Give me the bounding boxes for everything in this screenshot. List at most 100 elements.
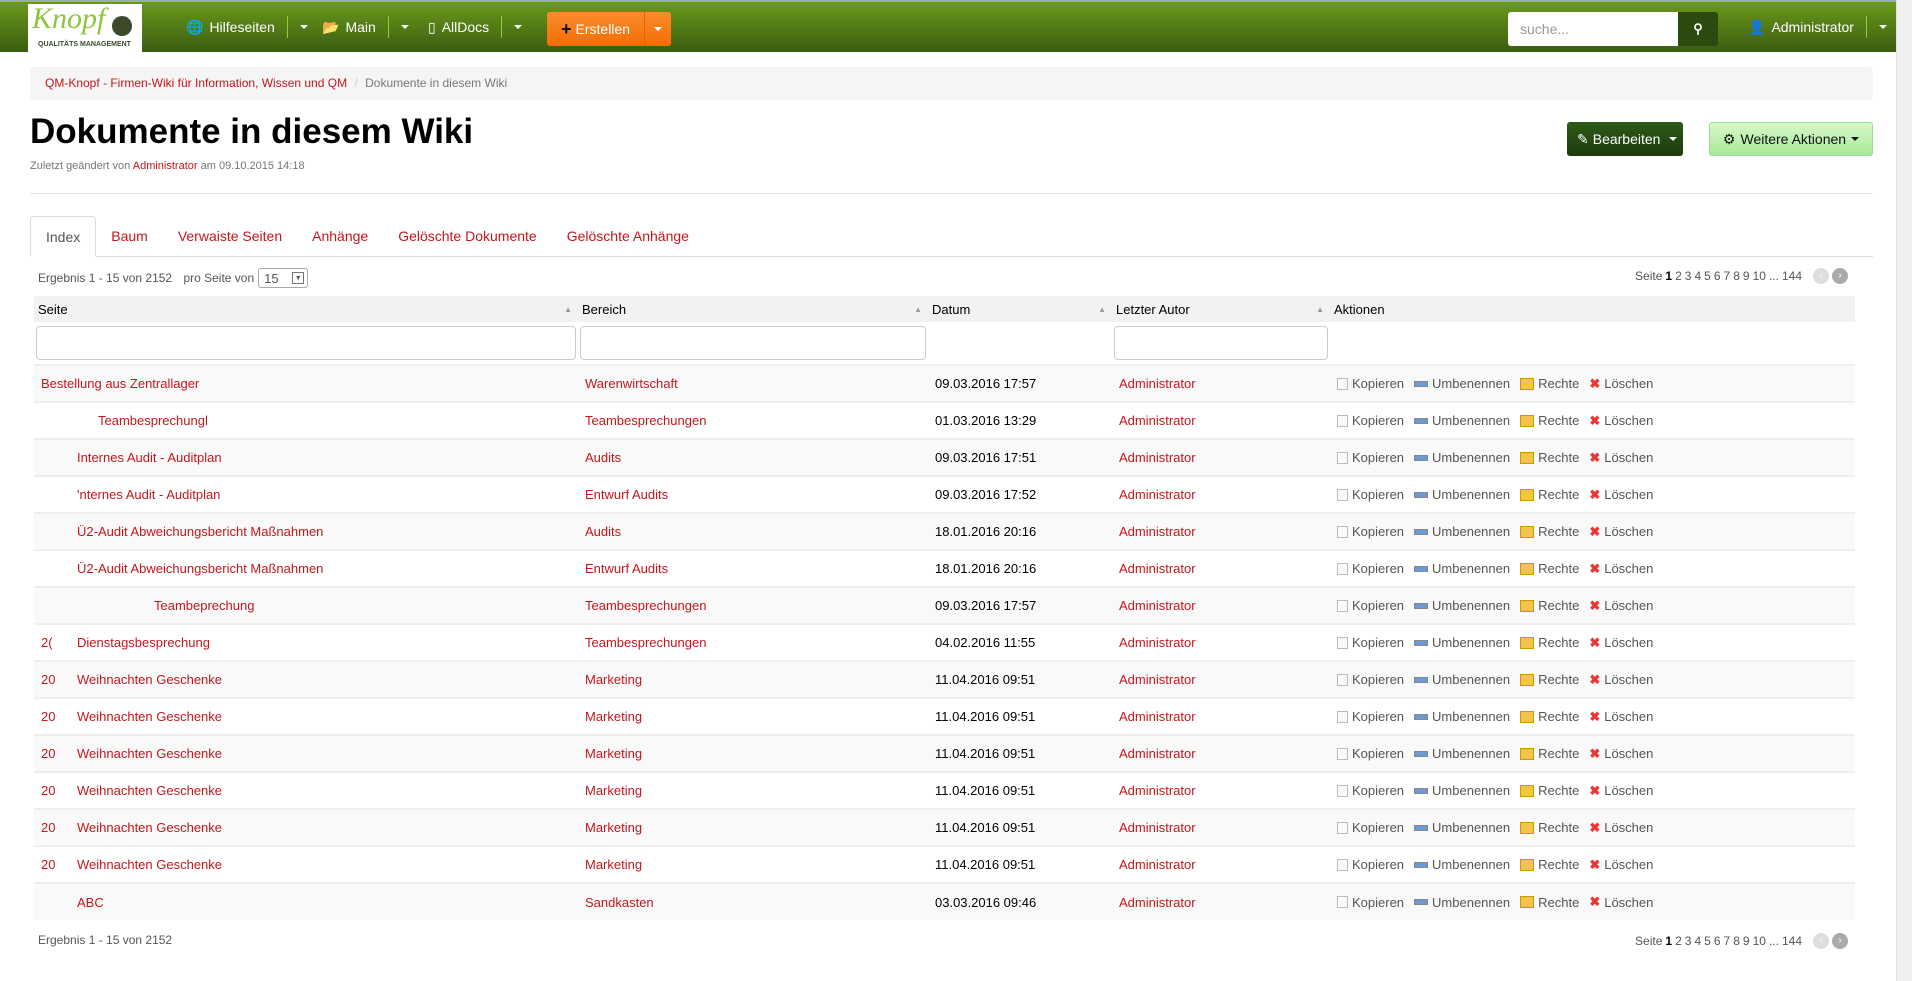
delete-action[interactable]: ✖ Löschen (1589, 894, 1654, 910)
next-page-icon[interactable]: › (1832, 933, 1848, 949)
page-link[interactable]: Weihnachten Geschenke (77, 709, 223, 724)
column-datum[interactable]: Datum ▲ (928, 296, 1112, 322)
page-link[interactable]: 10 (1752, 269, 1766, 283)
author-link[interactable]: Administrator (1119, 635, 1196, 650)
author-link[interactable]: Administrator (1119, 783, 1196, 798)
author-link[interactable]: Administrator (1119, 413, 1196, 428)
copy-action[interactable]: Kopieren (1337, 820, 1404, 835)
space-link[interactable]: Marketing (585, 672, 643, 687)
tab-verwaiste-seiten[interactable]: Verwaiste Seiten (177, 228, 283, 244)
delete-action[interactable]: ✖ Löschen (1589, 782, 1654, 799)
create-button[interactable]: + Erstellen (547, 12, 671, 46)
delete-action[interactable]: ✖ Löschen (1589, 634, 1654, 651)
delete-action[interactable]: ✖ Löschen (1589, 449, 1654, 466)
more-actions-button[interactable]: ⚙ Weitere Aktionen (1709, 122, 1873, 156)
copy-action[interactable]: Kopieren (1337, 413, 1404, 428)
copy-action[interactable]: Kopieren (1337, 450, 1404, 465)
permissions-action[interactable]: Rechte (1520, 895, 1579, 910)
page-link[interactable]: ABC (77, 894, 104, 910)
space-link[interactable]: Audits (585, 450, 622, 465)
chevron-down-icon[interactable] (400, 25, 409, 29)
search-input[interactable]: suche... (1508, 12, 1678, 46)
tab-index[interactable]: Index (30, 216, 97, 257)
space-link[interactable]: Warenwirtschaft (585, 376, 678, 391)
rename-action[interactable]: Umbenennen (1414, 450, 1510, 465)
rename-action[interactable]: Umbenennen (1414, 783, 1510, 798)
copy-action[interactable]: Kopieren (1337, 524, 1404, 539)
delete-action[interactable]: ✖ Löschen (1589, 819, 1654, 836)
page-link[interactable]: 5 (1704, 934, 1711, 948)
page-link[interactable]: Teambesprechungl (98, 413, 208, 428)
tab-geloeschte-anhaenge[interactable]: Gelöschte Anhänge (566, 228, 689, 244)
author-link[interactable]: Administrator (1119, 746, 1196, 761)
page-link[interactable]: 9 (1742, 934, 1750, 948)
copy-action[interactable]: Kopieren (1337, 672, 1404, 687)
copy-action[interactable]: Kopieren (1337, 376, 1404, 391)
author-link[interactable]: Administrator (132, 160, 198, 172)
rename-action[interactable]: Umbenennen (1414, 598, 1510, 613)
page-link[interactable]: ... (1768, 269, 1779, 283)
prev-page-icon[interactable]: ‹ (1813, 268, 1829, 284)
copy-action[interactable]: Kopieren (1337, 746, 1404, 761)
page-link[interactable]: 8 (1733, 269, 1740, 283)
permissions-action[interactable]: Rechte (1520, 709, 1579, 724)
tab-baum[interactable]: Baum (111, 228, 148, 244)
tab-geloeschte-dokumente[interactable]: Gelöschte Dokumente (398, 228, 537, 244)
chevron-down-icon[interactable] (654, 27, 662, 31)
page-link[interactable]: 1 (1665, 269, 1673, 283)
nav-main[interactable]: 📂 Main (322, 16, 409, 38)
tab-anhaenge[interactable]: Anhänge (312, 228, 369, 244)
nav-alldocs[interactable]: ▯ AllDocs (428, 16, 523, 38)
page-link[interactable]: 7 (1723, 934, 1731, 948)
permissions-action[interactable]: Rechte (1520, 487, 1579, 502)
rename-action[interactable]: Umbenennen (1414, 820, 1510, 835)
page-link[interactable]: Weihnachten Geschenke (77, 746, 223, 761)
nav-hilfeseiten[interactable]: 🌐 Hilfeseiten (186, 16, 308, 38)
space-link[interactable]: Entwurf Audits (585, 487, 669, 502)
permissions-action[interactable]: Rechte (1520, 561, 1579, 576)
author-link[interactable]: Administrator (1119, 672, 1196, 687)
page-link[interactable]: 9 (1742, 269, 1750, 283)
permissions-action[interactable]: Rechte (1520, 820, 1579, 835)
space-link[interactable]: Marketing (585, 783, 643, 798)
permissions-action[interactable]: Rechte (1520, 598, 1579, 613)
delete-action[interactable]: ✖ Löschen (1589, 486, 1654, 503)
page-link[interactable]: Weihnachten Geschenke (77, 820, 223, 835)
copy-action[interactable]: Kopieren (1337, 709, 1404, 724)
column-bereich[interactable]: Bereich ▲ (578, 296, 928, 322)
page-link[interactable]: Bestellung aus Zentrallager (41, 376, 200, 391)
space-link[interactable]: Marketing (585, 746, 643, 761)
permissions-action[interactable]: Rechte (1520, 746, 1579, 761)
page-link[interactable]: Ü2-Audit Abweichungsbericht Maßnahmen (77, 561, 324, 576)
author-link[interactable]: Administrator (1119, 857, 1196, 872)
page-link[interactable]: ... (1768, 934, 1779, 948)
column-letzter-autor[interactable]: Letzter Autor ▲ (1112, 296, 1330, 322)
permissions-action[interactable]: Rechte (1520, 635, 1579, 650)
rename-action[interactable]: Umbenennen (1414, 672, 1510, 687)
page-link[interactable]: Weihnachten Geschenke (77, 857, 223, 872)
breadcrumb-root[interactable]: QM-Knopf - Firmen-Wiki für Information, … (45, 76, 348, 90)
author-link[interactable]: Administrator (1119, 524, 1196, 539)
delete-action[interactable]: ✖ Löschen (1589, 560, 1654, 577)
page-link[interactable]: 2 (1675, 934, 1682, 948)
page-link[interactable]: 'nternes Audit - Auditplan (77, 487, 221, 502)
page-link[interactable]: 3 (1684, 934, 1692, 948)
space-link[interactable]: Audits (585, 524, 622, 539)
page-link[interactable]: Teambeprechung (154, 598, 255, 613)
delete-action[interactable]: ✖ Löschen (1589, 523, 1654, 540)
space-link[interactable]: Teambesprechungen (585, 635, 707, 650)
permissions-action[interactable]: Rechte (1520, 450, 1579, 465)
rename-action[interactable]: Umbenennen (1414, 857, 1510, 872)
page-link[interactable]: 1 (1665, 934, 1673, 948)
edit-button[interactable]: ✎ Bearbeiten (1567, 122, 1683, 156)
page-link[interactable]: 7 (1723, 269, 1731, 283)
space-link[interactable]: Marketing (585, 820, 643, 835)
filter-autor-input[interactable] (1114, 326, 1328, 360)
rename-action[interactable]: Umbenennen (1414, 635, 1510, 650)
rename-action[interactable]: Umbenennen (1414, 524, 1510, 539)
space-link[interactable]: Teambesprechungen (585, 413, 707, 428)
author-link[interactable]: Administrator (1119, 894, 1196, 910)
rename-action[interactable]: Umbenennen (1414, 561, 1510, 576)
page-link[interactable]: Ü2-Audit Abweichungsbericht Maßnahmen (77, 524, 324, 539)
delete-action[interactable]: ✖ Löschen (1589, 671, 1654, 688)
